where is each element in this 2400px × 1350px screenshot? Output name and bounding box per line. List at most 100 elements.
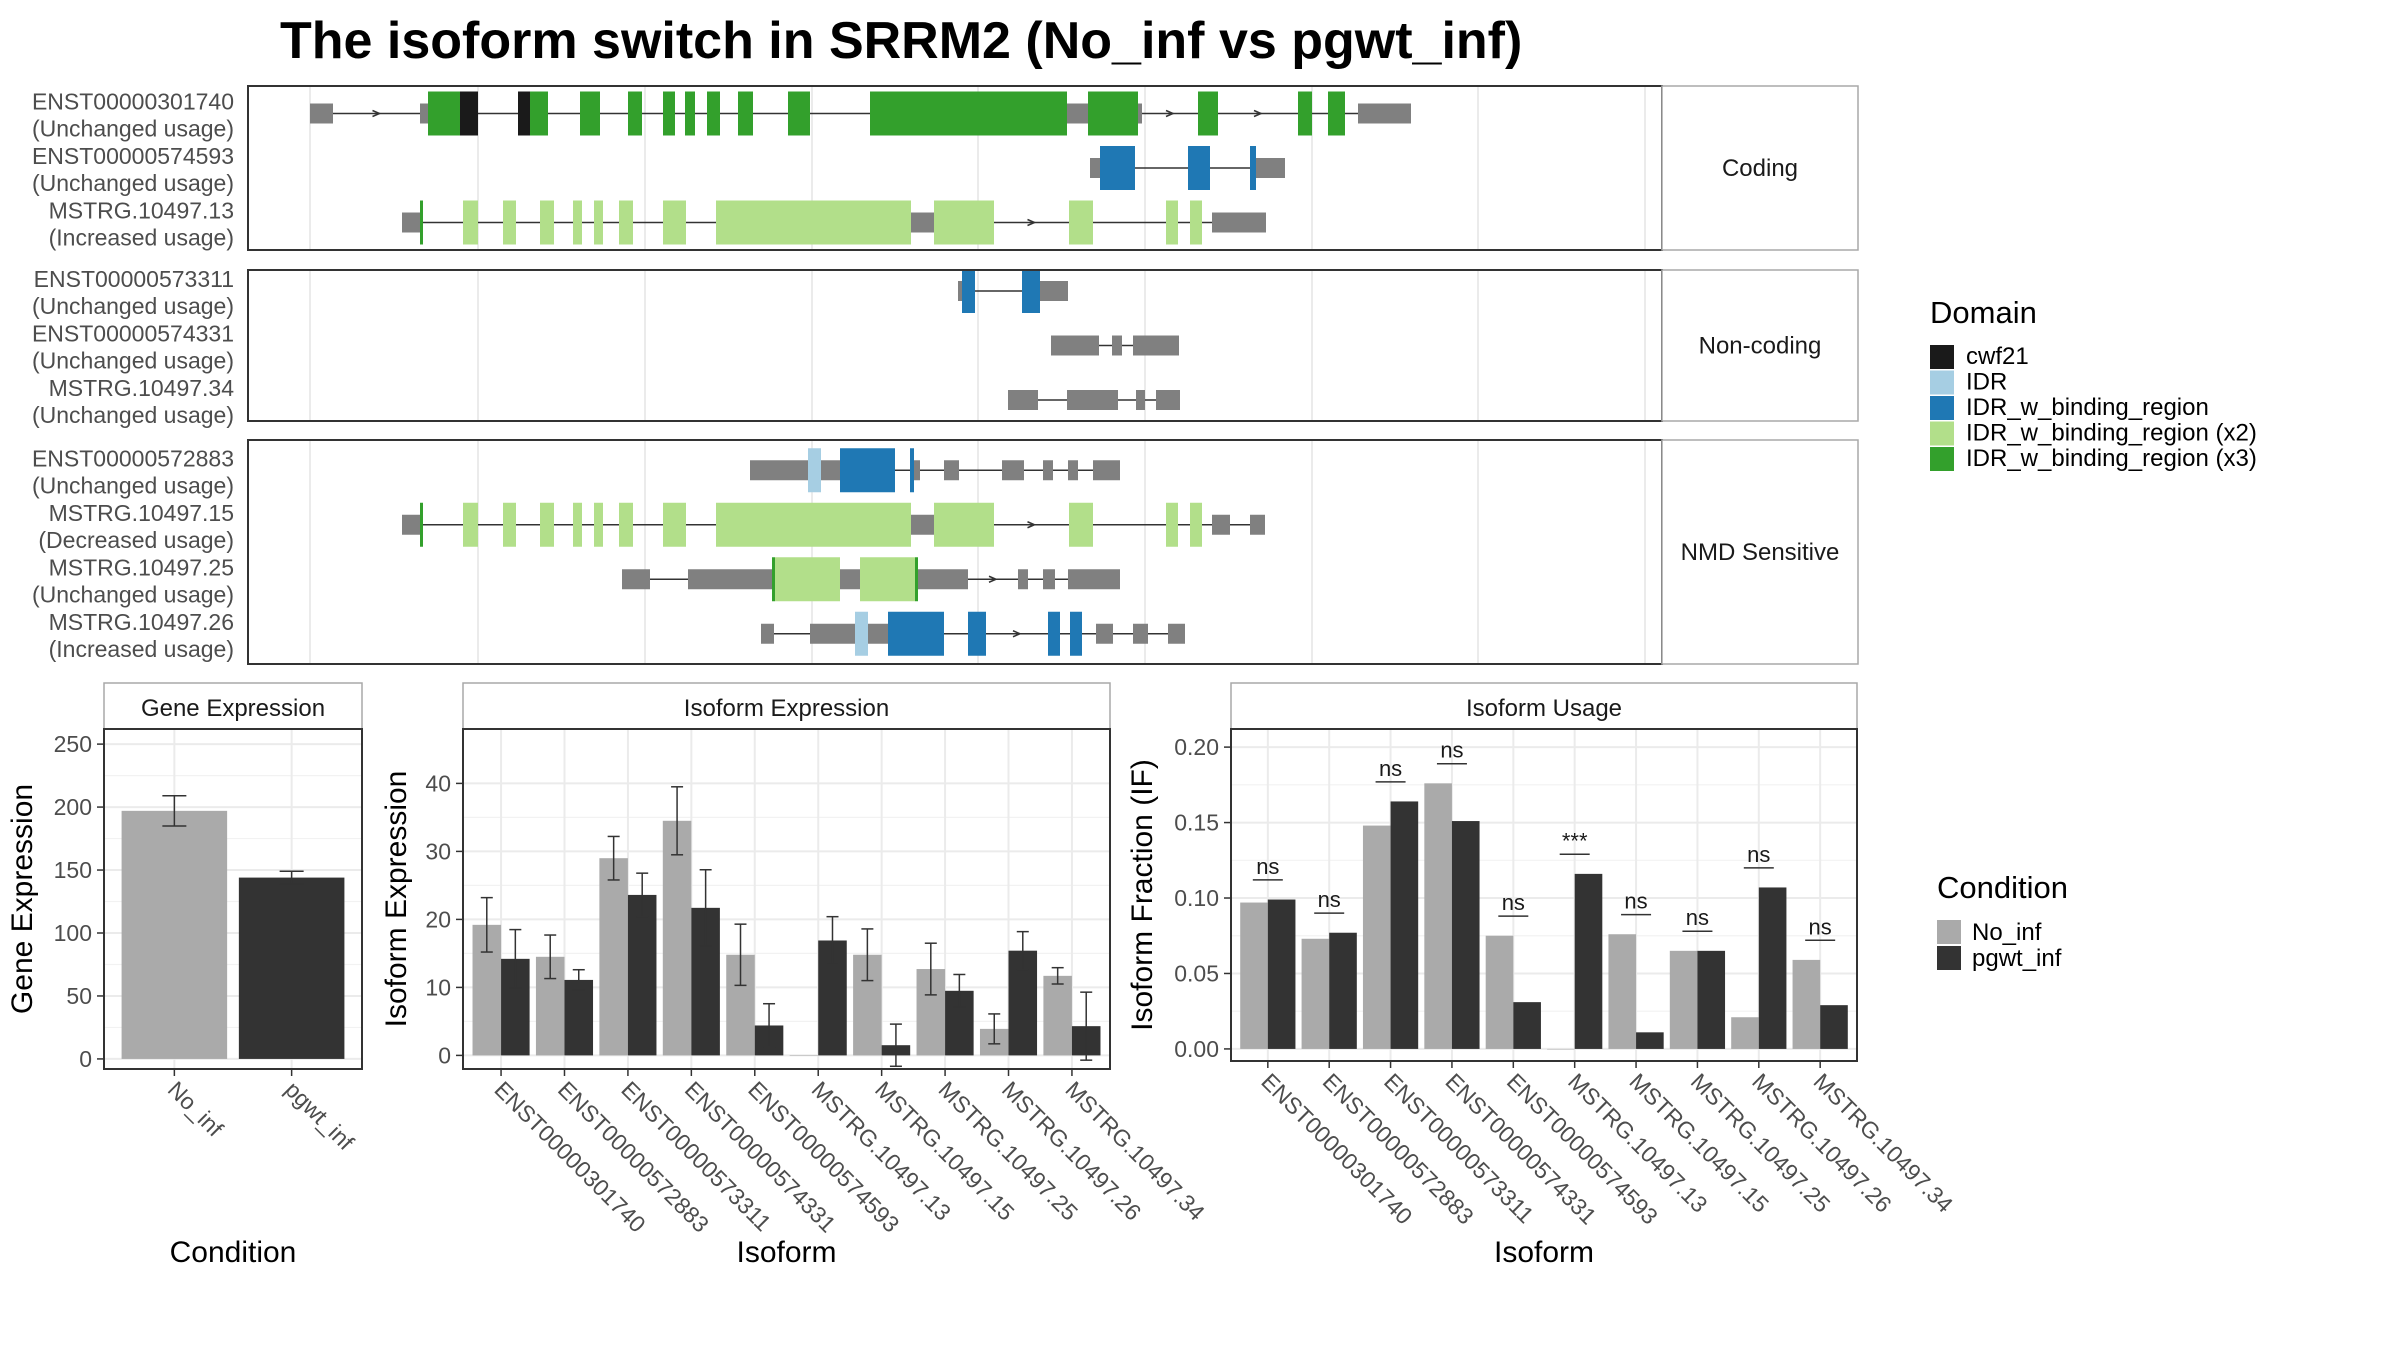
exon-segment	[1212, 212, 1214, 233]
domain-legend-swatch	[1930, 370, 1954, 395]
bar-No_inf	[1608, 934, 1637, 1049]
domain-segment	[870, 91, 1067, 136]
transcript-id-label: MSTRG.10497.15	[49, 500, 234, 526]
domain-segment	[428, 91, 460, 136]
transcript-usage-label: (Decreased usage)	[38, 527, 234, 553]
domain-segment	[663, 200, 686, 245]
exon-segment	[1358, 103, 1362, 124]
domain-segment	[716, 502, 911, 547]
exon-segment	[821, 460, 840, 481]
domain-segment	[540, 200, 554, 245]
bar-pgwt_inf	[1758, 887, 1787, 1049]
intron-direction-arrow	[372, 109, 382, 118]
transcript-usage-label: (Unchanged usage)	[32, 348, 234, 374]
significance-label: ns	[1624, 889, 1647, 914]
exon-segment	[1096, 623, 1113, 644]
bar-No_inf	[1362, 825, 1391, 1049]
bar-pgwt_inf	[1267, 899, 1296, 1049]
domain-legend-title: Domain	[1930, 295, 2037, 330]
domain-legend-label: cwf21	[1966, 343, 2029, 370]
domain-segment	[518, 91, 530, 136]
condition-legend-swatch	[1937, 946, 1961, 970]
intron-direction-arrow	[988, 575, 998, 583]
exon-segment	[1112, 335, 1122, 356]
exon-segment	[1212, 514, 1230, 535]
chart-strip	[1230, 682, 1858, 730]
domain-segment	[594, 200, 603, 245]
figure-title: The isoform switch in SRRM2 (No_inf vs p…	[280, 12, 1522, 70]
bar-No_inf	[1424, 783, 1452, 1049]
domain-segment	[1328, 91, 1345, 136]
panel-strip-label: NMD Sensitive	[1681, 539, 1840, 566]
y-tick-label: 0	[438, 1042, 451, 1068]
bar-No_inf	[662, 820, 692, 1056]
exon-segment	[1067, 103, 1088, 124]
transcript-id-label: ENST00000574331	[32, 321, 234, 347]
bar-No_inf	[599, 858, 628, 1056]
bar-No_inf	[1669, 950, 1698, 1049]
bar-No_inf	[1792, 959, 1821, 1049]
domain-segment	[840, 448, 895, 493]
panel-strip-label: Coding	[1722, 155, 1798, 182]
bar-No_inf	[1547, 1048, 1575, 1050]
exon-segment	[918, 569, 968, 590]
domain-legend-label: IDR_w_binding_region (x3)	[1966, 445, 2257, 472]
exon-segment	[761, 623, 774, 644]
chart-panel-border	[103, 728, 363, 1070]
y-tick-label: 0.10	[1174, 885, 1219, 911]
bar-No_inf	[1240, 902, 1268, 1049]
domain-segment	[420, 502, 423, 547]
x-axis-title: Isoform	[736, 1236, 836, 1269]
domain-legend-swatch	[1930, 396, 1954, 420]
y-tick-label: 250	[54, 731, 92, 757]
domain-segment	[934, 200, 994, 245]
domain-segment	[573, 200, 582, 245]
exon-segment	[1043, 460, 1053, 481]
transcript-usage-label: (Unchanged usage)	[32, 170, 234, 196]
domain-segment	[463, 502, 478, 547]
significance-label: ns	[1809, 914, 1832, 939]
domain-segment	[1166, 502, 1178, 547]
exon-segment	[911, 212, 934, 233]
domain-segment	[934, 502, 994, 547]
transcript-id-label: ENST00000573311	[34, 266, 234, 292]
domain-segment	[1166, 200, 1178, 245]
transcript-panel-background	[248, 270, 1662, 421]
exon-segment	[1043, 569, 1055, 590]
domain-legend-swatch	[1930, 447, 1954, 471]
chart-title: Isoform Usage	[1466, 695, 1622, 722]
exon-segment	[1090, 158, 1100, 178]
domain-segment	[503, 502, 516, 547]
condition-legend-label: No_inf	[1972, 919, 2042, 946]
y-tick-label: 0.00	[1174, 1036, 1219, 1062]
domain-segment	[772, 557, 775, 602]
chart-strip	[103, 682, 363, 730]
exon-segment	[1256, 158, 1285, 178]
domain-segment	[1100, 146, 1135, 190]
exon-segment	[911, 514, 934, 535]
domain-segment	[788, 91, 810, 136]
domain-segment	[910, 448, 914, 493]
domain-segment	[855, 611, 868, 656]
exon-segment	[1133, 623, 1148, 644]
domain-segment	[1198, 91, 1218, 136]
exon-segment	[1008, 390, 1038, 410]
y-tick-label: 150	[54, 857, 92, 883]
transcript-usage-label: (Increased usage)	[49, 636, 234, 662]
transcript-usage-label: (Unchanged usage)	[32, 472, 234, 498]
domain-segment	[530, 91, 548, 136]
panel-strip	[1661, 439, 1859, 665]
y-tick-label: 200	[54, 794, 92, 820]
domain-segment	[1070, 611, 1082, 656]
transcript-structure-panels: ENST00000301740(Unchanged usage)ENST0000…	[32, 85, 1859, 665]
condition-legend-swatch	[1937, 920, 1961, 944]
exon-segment	[944, 460, 959, 481]
domain-segment	[619, 502, 633, 547]
transcript-id-label: MSTRG.10497.25	[49, 554, 234, 580]
bar-No_inf	[1731, 1017, 1759, 1049]
exon-segment	[402, 514, 420, 535]
condition-legend-label: pgwt_inf	[1972, 945, 2062, 972]
exon-segment	[1138, 103, 1142, 124]
domain-segment	[1190, 200, 1202, 245]
